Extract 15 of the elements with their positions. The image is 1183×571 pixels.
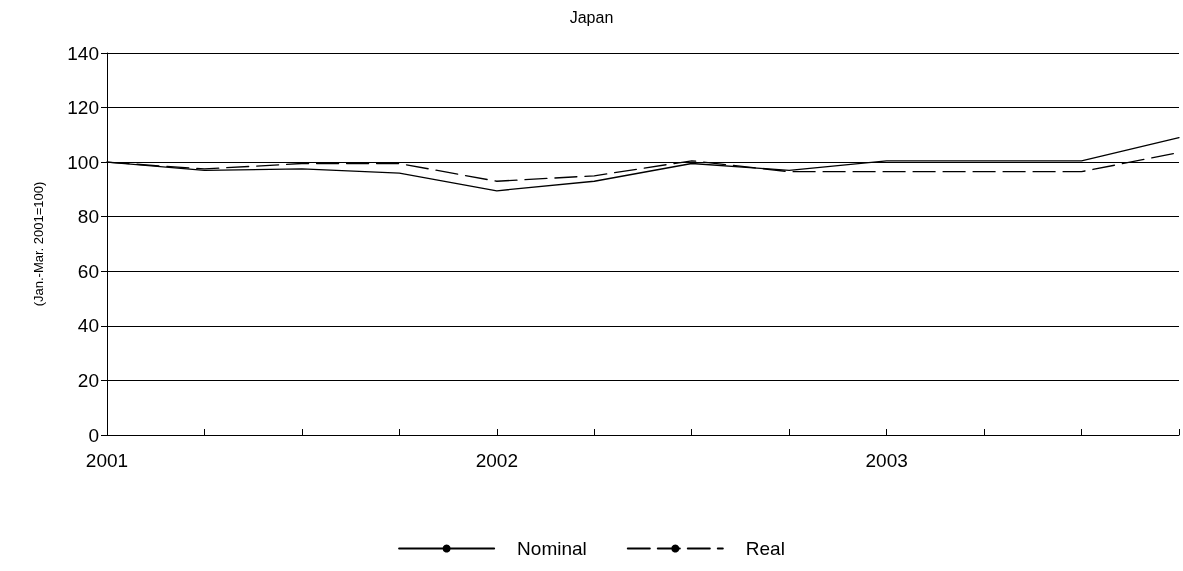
y-tick-label: 60 [77, 260, 99, 282]
x-tick-label: 2001 [85, 450, 129, 471]
x-tick-label: 2002 [475, 450, 518, 471]
y-tick-label: 120 [67, 97, 99, 119]
y-tick-label: 20 [77, 369, 99, 391]
chart-title: Japan [569, 8, 614, 26]
y-tick-label: 80 [77, 206, 99, 228]
legend-label: Nominal [517, 538, 587, 559]
y-tick-label: 40 [77, 315, 99, 337]
y-tick-label: 140 [67, 42, 99, 64]
y-tick-label: 100 [67, 151, 99, 173]
legend-label: Real [745, 538, 785, 559]
x-tick-label: 2003 [865, 450, 908, 471]
y-axis-title: (Jan.-Mar. 2001=100) [31, 181, 46, 307]
y-tick-label: 0 [88, 424, 99, 446]
